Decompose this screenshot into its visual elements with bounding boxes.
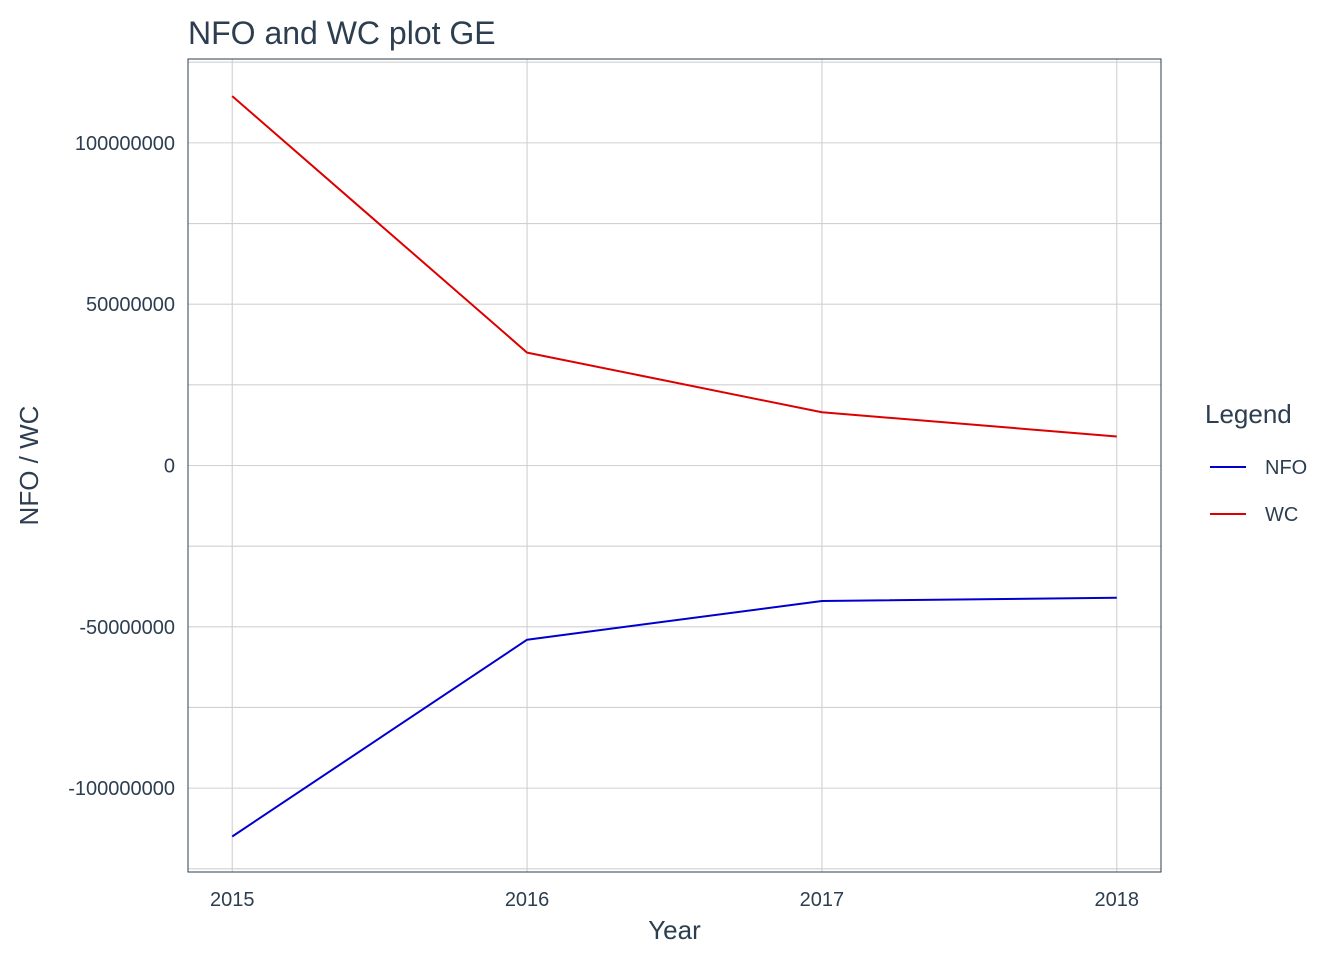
y-axis-title: NFO / WC xyxy=(14,406,44,526)
legend-items: NFO WC xyxy=(1210,457,1307,526)
x-tick-label: 2018 xyxy=(1095,889,1140,911)
legend-label-wc: WC xyxy=(1265,504,1298,526)
chart-title: NFO and WC plot GE xyxy=(188,15,496,51)
x-tick-label: 2017 xyxy=(800,889,845,911)
y-tick-label: 100000000 xyxy=(75,133,175,155)
grid xyxy=(188,59,1161,872)
y-tick-label: -50000000 xyxy=(79,617,175,639)
y-axis-tick-labels: -100000000 -50000000 0 50000000 100000000 xyxy=(68,133,175,800)
y-tick-label: 0 xyxy=(164,456,175,478)
x-axis-tick-labels: 2015 2016 2017 2018 xyxy=(210,889,1139,911)
legend: Legend NFO WC xyxy=(1205,399,1307,526)
plot-panel-border xyxy=(187,58,1162,873)
x-tick-label: 2016 xyxy=(505,889,550,911)
legend-label-nfo: NFO xyxy=(1265,457,1307,479)
y-tick-label: 50000000 xyxy=(86,294,175,316)
series-line-nfo xyxy=(231,596,1117,838)
series-line-wc xyxy=(231,95,1117,438)
x-axis-title: Year xyxy=(648,915,701,945)
series-lines xyxy=(231,95,1117,838)
x-tick-label: 2015 xyxy=(210,889,255,911)
legend-title: Legend xyxy=(1205,399,1292,429)
y-tick-label: -100000000 xyxy=(68,778,175,800)
